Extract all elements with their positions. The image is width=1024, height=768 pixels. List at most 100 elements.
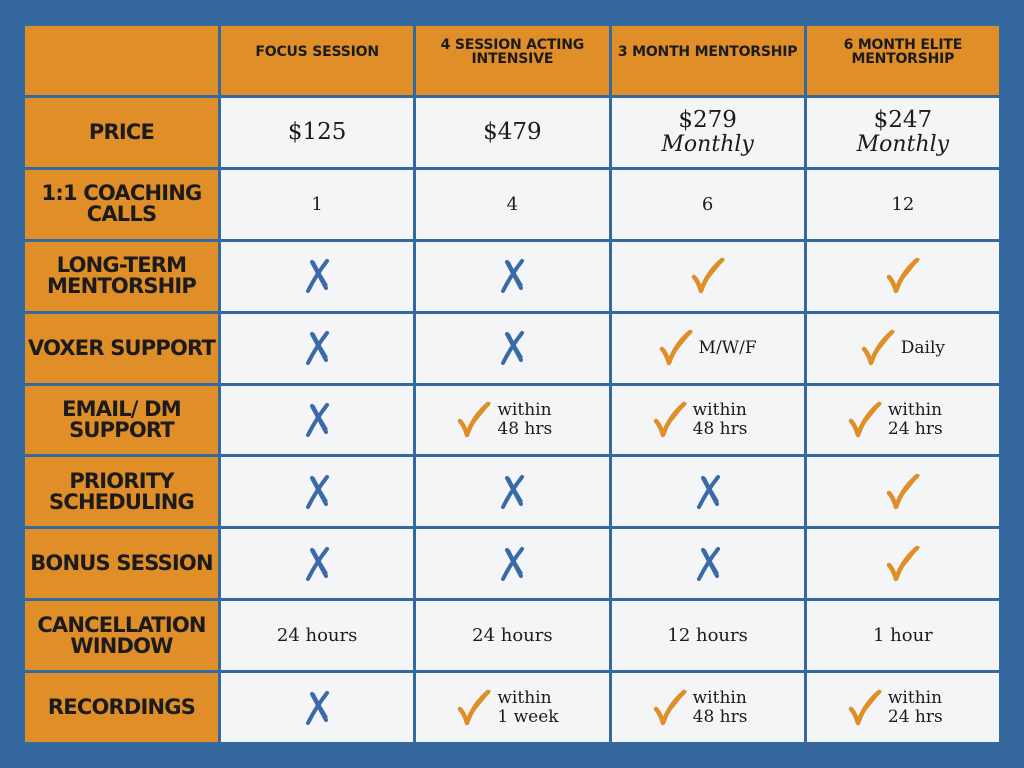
not-included-mark bbox=[694, 546, 722, 582]
table-cell: within 48 hrs bbox=[611, 385, 804, 455]
row-label-email-dm-support: EMAIL/ DM SUPPORT bbox=[25, 385, 218, 455]
table-cell: 24 hours bbox=[416, 601, 609, 671]
cell-value: 6 bbox=[701, 193, 714, 215]
table-cell: 6 bbox=[611, 169, 804, 239]
not-included-mark bbox=[498, 330, 526, 366]
not-included-mark bbox=[498, 546, 526, 582]
table-cell: $125 bbox=[221, 97, 414, 167]
cell-note: Daily bbox=[900, 337, 945, 358]
not-included-mark bbox=[303, 330, 331, 366]
row-label-text: CANCELLATION WINDOW bbox=[37, 612, 206, 658]
table-cell bbox=[221, 313, 414, 383]
table-cell bbox=[221, 673, 414, 742]
price-amount: $125 bbox=[287, 118, 347, 145]
included-mark bbox=[886, 471, 920, 513]
table-cell bbox=[611, 529, 804, 599]
cross-icon bbox=[498, 258, 526, 294]
row-label-1-1-coaching-calls: 1:1 COACHING CALLS bbox=[25, 169, 218, 239]
row-label-long-term-mentorship: LONG-TERM MENTORSHIP bbox=[25, 241, 218, 311]
price-value: $279 Monthly bbox=[661, 107, 754, 157]
check-icon bbox=[886, 471, 920, 513]
cell-value: 4 bbox=[506, 193, 519, 215]
cross-icon bbox=[303, 330, 331, 366]
not-included-mark bbox=[498, 474, 526, 510]
cross-icon bbox=[303, 690, 331, 726]
check-icon bbox=[653, 399, 687, 441]
cross-icon bbox=[498, 330, 526, 366]
table-cell bbox=[221, 457, 414, 527]
table-cell bbox=[611, 241, 804, 311]
table-cell bbox=[806, 241, 999, 311]
row-label-text: RECORDINGS bbox=[47, 695, 196, 720]
table-cell bbox=[611, 457, 804, 527]
table-cell: within 24 hrs bbox=[806, 385, 999, 455]
row-label-priority-scheduling: PRIORITY SCHEDULING bbox=[25, 457, 218, 527]
table-cell bbox=[806, 529, 999, 599]
row-label-text: LONG-TERM MENTORSHIP bbox=[46, 253, 197, 299]
check-icon bbox=[886, 543, 920, 585]
included-mark: within 1 week bbox=[457, 687, 567, 729]
cross-icon bbox=[694, 474, 722, 510]
column-header-4-session-acting-intensive: 4 SESSION ACTING INTENSIVE bbox=[416, 26, 609, 95]
price-amount: $479 bbox=[483, 118, 542, 145]
comparison-table: FOCUS SESSION 4 SESSION ACTING INTENSIVE 3… bbox=[25, 26, 999, 742]
column-header-label: 3 MONTH MENTORSHIP bbox=[617, 44, 798, 61]
not-included-mark bbox=[303, 474, 331, 510]
check-icon bbox=[848, 399, 882, 441]
not-included-mark bbox=[303, 546, 331, 582]
included-mark: Daily bbox=[861, 327, 945, 369]
included-mark: within 24 hrs bbox=[848, 399, 958, 441]
table-cell: 1 hour bbox=[806, 601, 999, 671]
included-mark bbox=[886, 543, 920, 585]
cell-value: 24 hours bbox=[472, 625, 553, 647]
not-included-mark bbox=[498, 258, 526, 294]
table-cell bbox=[416, 457, 609, 527]
table-cell bbox=[221, 529, 414, 599]
cross-icon bbox=[303, 402, 331, 438]
not-included-mark bbox=[303, 402, 331, 438]
table-cell: within 48 hrs bbox=[611, 673, 804, 742]
check-icon bbox=[848, 687, 882, 729]
check-icon bbox=[457, 687, 492, 729]
cross-icon bbox=[303, 546, 331, 582]
cell-value: 12 hours bbox=[667, 625, 748, 647]
column-header-3-month-mentorship: 3 MONTH MENTORSHIP bbox=[611, 26, 804, 95]
row-label-text: VOXER SUPPORT bbox=[28, 335, 216, 360]
cell-note: within 24 hrs bbox=[887, 687, 943, 727]
cell-note: M/W/F bbox=[698, 337, 757, 358]
price-period: Monthly bbox=[661, 131, 754, 157]
cell-note: within 48 hrs bbox=[692, 687, 748, 727]
table-corner bbox=[25, 26, 218, 95]
cell-value: 1 bbox=[311, 193, 323, 215]
not-included-mark bbox=[694, 474, 722, 510]
row-label-cancellation-window: CANCELLATION WINDOW bbox=[25, 601, 218, 671]
column-header-label: FOCUS SESSION bbox=[255, 44, 379, 61]
row-label-text: PRICE bbox=[88, 119, 155, 144]
table-cell bbox=[806, 457, 999, 527]
cell-note: within 24 hrs bbox=[887, 399, 943, 439]
included-mark bbox=[886, 255, 920, 297]
column-header-focus-session: FOCUS SESSION bbox=[221, 26, 414, 95]
column-header-6-month-elite-mentorship: 6 MONTH ELITE MENTORSHIP bbox=[806, 26, 999, 95]
column-header-label: 6 MONTH ELITE MENTORSHIP bbox=[843, 37, 963, 68]
price-value: $247 Monthly bbox=[856, 107, 950, 157]
included-mark: within 48 hrs bbox=[653, 687, 763, 729]
included-mark: M/W/F bbox=[659, 327, 757, 369]
included-mark: within 48 hrs bbox=[457, 399, 567, 441]
table-cell: 1 bbox=[221, 169, 414, 239]
cross-icon bbox=[498, 474, 526, 510]
table-cell bbox=[416, 241, 609, 311]
table-cell: within 1 week bbox=[416, 673, 609, 742]
price-period: Monthly bbox=[856, 131, 950, 157]
table-cell: Daily bbox=[806, 313, 999, 383]
cell-value: 1 hour bbox=[872, 625, 933, 647]
cross-icon bbox=[694, 546, 722, 582]
check-icon bbox=[659, 327, 693, 369]
cross-icon bbox=[303, 258, 331, 294]
table-cell: $247 Monthly bbox=[806, 97, 999, 167]
price-value: $125 bbox=[287, 118, 347, 145]
cross-icon bbox=[303, 474, 331, 510]
cell-value: 24 hours bbox=[276, 625, 358, 647]
check-icon bbox=[653, 687, 687, 729]
not-included-mark bbox=[303, 690, 331, 726]
